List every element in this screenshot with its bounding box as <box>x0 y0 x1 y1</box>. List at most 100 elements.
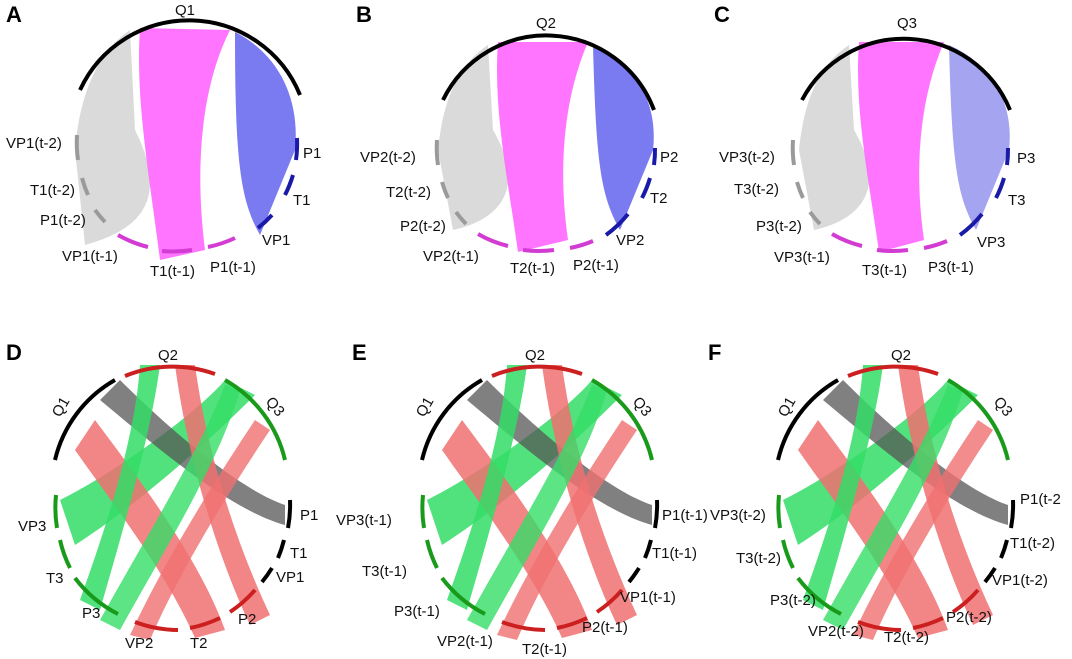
ribbons-f <box>783 365 1008 640</box>
ribbon-a-magenta <box>139 28 230 260</box>
label-c-t3t1: T3(t-1) <box>862 262 907 279</box>
arc-f-p1t2 <box>1009 499 1016 529</box>
panel-a: A Q1 P1 T1 VP1 P1(t-1) T1(t-1) VP1(t-1) <box>6 2 321 280</box>
arc-d-vp3 <box>53 494 59 529</box>
arc-f-t3t2 <box>781 539 795 569</box>
arc-d-vp1 <box>260 566 274 584</box>
arcs-e <box>420 364 660 632</box>
arc-e-p3t1 <box>440 576 486 616</box>
ribbon-e-green-3 <box>467 385 607 630</box>
label-f-p3t2: P3(t-2) <box>770 592 816 609</box>
label-d-vp1: VP1 <box>276 569 304 586</box>
arc-e-p1t1 <box>653 499 660 529</box>
arc-f-p2t2 <box>951 588 980 614</box>
label-a-p1: P1 <box>303 145 321 162</box>
ribbon-e-green-1 <box>427 380 622 545</box>
arc-e-p2t1 <box>595 588 624 614</box>
ribbon-c-magenta <box>858 42 944 252</box>
ribbon-d-green-2 <box>80 365 160 610</box>
label-b-p2: P2 <box>660 149 678 166</box>
label-d-vp2: VP2 <box>125 635 153 652</box>
label-e-q2: Q2 <box>525 347 545 364</box>
ribbon-e-red-3 <box>497 420 637 640</box>
label-d-p1: P1 <box>300 507 318 524</box>
label-f-p2t2: P2(t-2) <box>946 609 992 626</box>
arc-c-p3 <box>1005 147 1011 166</box>
arc-c-t3t2 <box>795 181 805 199</box>
arc-e-q1 <box>420 378 483 461</box>
arc-d-p1 <box>286 499 293 529</box>
label-b-t2: T2 <box>650 190 668 207</box>
label-a-q1: Q1 <box>175 2 195 19</box>
arc-b-q2 <box>441 33 656 111</box>
label-d-t1: T1 <box>290 545 308 562</box>
arc-f-t1t2 <box>999 539 1009 559</box>
label-b-q2: Q2 <box>536 15 556 32</box>
arc-f-vp2t2 <box>857 620 902 632</box>
arc-b-t2 <box>640 177 652 199</box>
arc-e-t2t1 <box>556 616 588 630</box>
label-c-t3: T3 <box>1008 192 1026 209</box>
panel-f: F Q2 Q3 P1(t-2 T1( <box>708 340 1061 646</box>
label-a-t1t2: T1(t-2) <box>30 182 75 199</box>
label-e-t3t1: T3(t-1) <box>362 563 407 580</box>
panel-letter-c: C <box>714 2 730 27</box>
ribbon-d-green-3 <box>100 385 240 630</box>
arc-c-p3t2 <box>808 210 822 226</box>
arc-f-t2t2 <box>912 616 944 630</box>
arc-c-q3 <box>800 36 1012 111</box>
labels-e: Q2 Q3 P1(t-1) T1(t-1) VP1(t-1) P2(t-1) T… <box>336 347 708 658</box>
label-b-vp2: VP2 <box>616 232 644 249</box>
arc-a-t1 <box>283 174 295 196</box>
panel-letter-a: A <box>6 2 22 27</box>
panel-c: C Q3 P3 T3 VP3 P3(t-1) T3(t-1) VP3(t-1) <box>714 2 1035 279</box>
ribbon-e-green-2 <box>447 365 527 610</box>
arc-b-t2t1 <box>522 248 555 254</box>
ribbon-a-blue <box>235 32 296 235</box>
label-e-vp1t1: VP1(t-1) <box>620 589 676 606</box>
ribbon-f-green-1 <box>783 380 978 545</box>
arc-f-q1 <box>776 378 839 461</box>
label-d-q1: Q1 <box>49 394 74 420</box>
label-b-vp2t2: VP2(t-2) <box>360 149 416 166</box>
labels-a: Q1 P1 T1 VP1 P1(t-1) T1(t-1) VP1(t-1) P1… <box>6 2 321 280</box>
arc-c-vp3 <box>958 212 984 237</box>
panel-letter-b: B <box>356 2 372 27</box>
label-c-t3t2: T3(t-2) <box>734 181 779 198</box>
label-b-vp2t1: VP2(t-1) <box>423 248 479 265</box>
label-c-vp3: VP3 <box>977 234 1005 251</box>
ribbon-a-gray <box>75 30 151 245</box>
ribbon-e-red-1 <box>442 420 592 638</box>
label-f-q2: Q2 <box>891 347 911 364</box>
arc-c-vp3t2 <box>790 139 796 166</box>
label-d-t3: T3 <box>46 570 64 587</box>
label-c-vp3t1: VP3(t-1) <box>774 249 830 266</box>
ribbon-b-magenta <box>497 42 588 252</box>
ribbon-f-red-1 <box>798 420 948 638</box>
label-b-p2t2: P2(t-2) <box>400 218 446 235</box>
label-c-q3: Q3 <box>897 15 917 32</box>
label-e-vp3t1: VP3(t-1) <box>336 512 392 529</box>
arc-f-vp3t2 <box>776 494 782 529</box>
ribbon-c-gray <box>799 45 870 230</box>
label-e-p1t1: P1(t-1) <box>662 507 708 524</box>
arc-a-t1t2 <box>80 177 90 196</box>
ribbon-f-red-3 <box>853 420 993 640</box>
ribbons-c <box>799 42 1010 252</box>
arc-e-t1t1 <box>643 539 653 559</box>
arcs-c <box>790 36 1012 254</box>
label-e-t1t1: T1(t-1) <box>652 545 697 562</box>
arc-a-vp1t2 <box>74 134 80 161</box>
panel-letter-e: E <box>352 340 367 365</box>
arc-f-p3t2 <box>796 576 842 616</box>
arc-e-vp3t1 <box>420 494 426 529</box>
label-f-t2t2: T2(t-2) <box>884 629 929 646</box>
panel-e: E Q2 Q3 P1(t-1) T1 <box>336 340 708 658</box>
label-f-vp1t2: VP1(t-2) <box>992 572 1048 589</box>
label-a-vp1t1: VP1(t-1) <box>62 248 118 265</box>
label-b-t2t1: T2(t-1) <box>510 260 555 277</box>
arc-c-p3t1 <box>923 239 948 250</box>
label-c-p3t2: P3(t-2) <box>756 218 802 235</box>
arc-f-q2 <box>847 364 939 378</box>
